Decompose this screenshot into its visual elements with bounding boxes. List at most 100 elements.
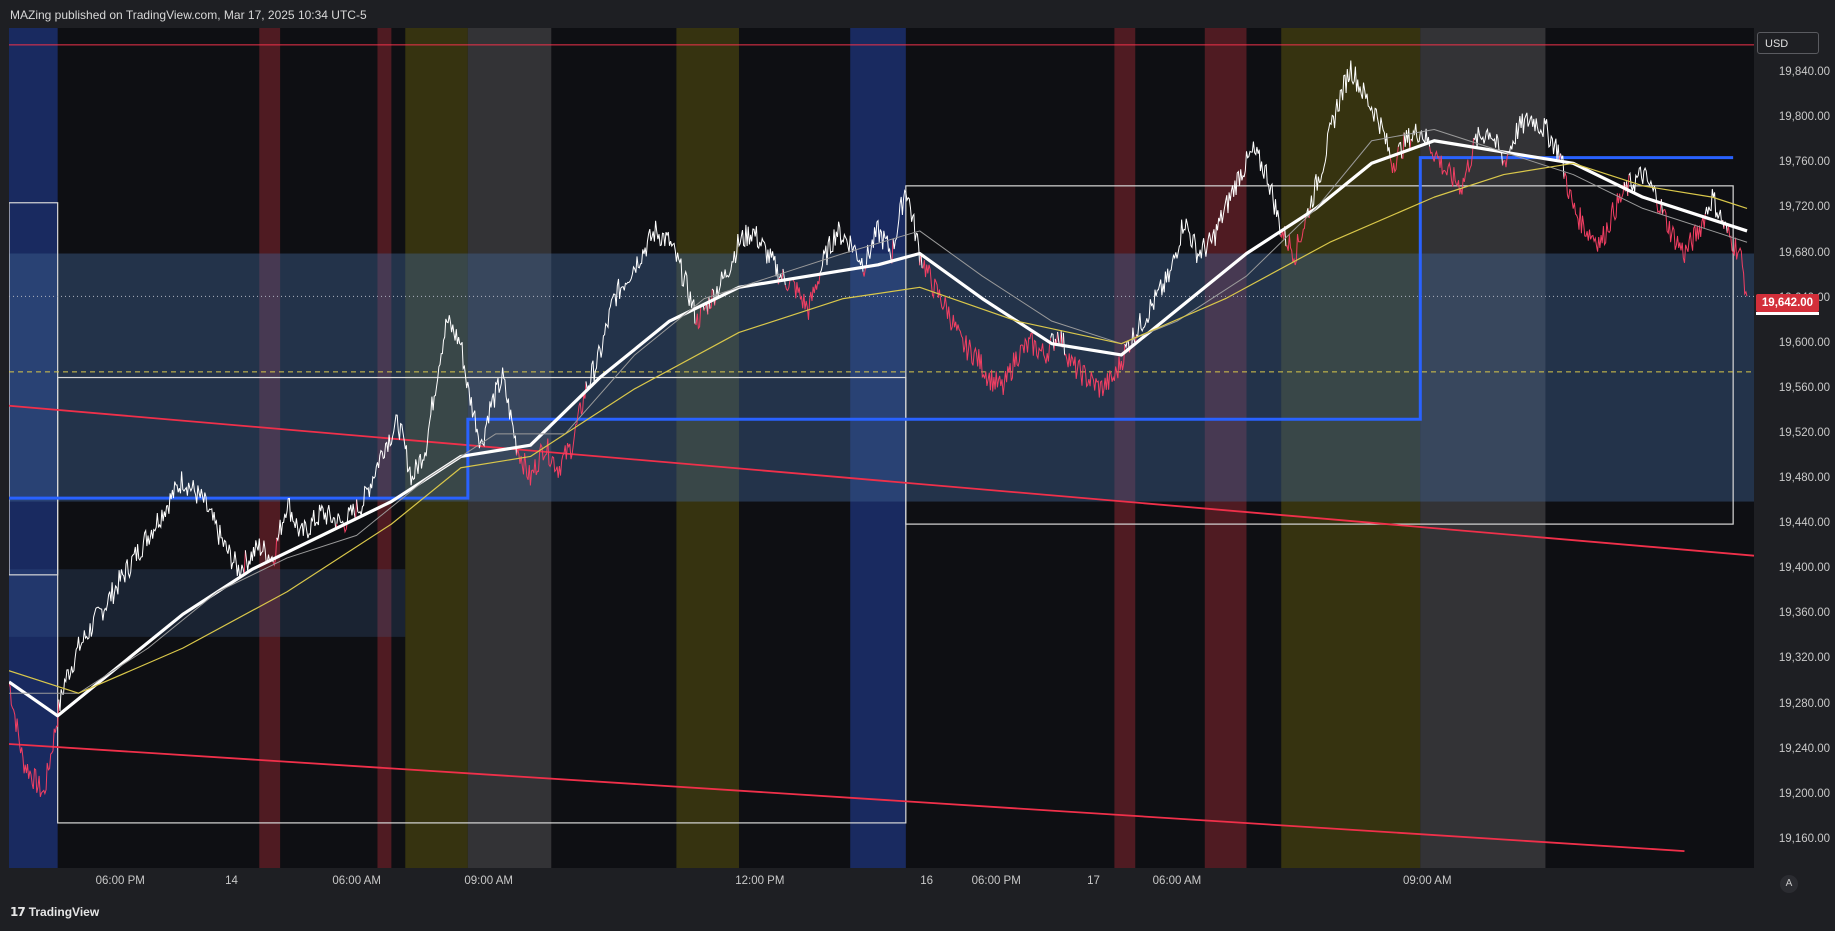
header-bar: MAZing published on TradingView.com, Mar…	[0, 0, 1835, 28]
price-segment-16	[516, 381, 587, 486]
session-band-blue-6	[850, 28, 906, 868]
price-segment-9	[276, 497, 337, 542]
tradingview-logo[interactable]: 𝟭𝟳 TradingView	[10, 905, 99, 919]
price-segment-12	[343, 522, 348, 534]
price-segment-37	[892, 189, 921, 266]
price-segment-17	[585, 220, 696, 391]
price-tick-label: 19,320.00	[1778, 652, 1830, 665]
price-segment-36	[891, 238, 894, 264]
session-band-red-2	[377, 28, 392, 868]
range-box-1	[57, 376, 907, 824]
price-tick-label: 19,720.00	[1778, 201, 1830, 214]
time-axis[interactable]: 06:00 PM 14 06:00 AM 09:00 AM 12:00 PM 16 06:0…	[9, 868, 1754, 896]
price-tick-label: 19,680.00	[1778, 246, 1830, 259]
price-segment-72	[1502, 151, 1509, 168]
time-tick-label: 09:00 AM	[464, 875, 513, 887]
price-segment-61	[1309, 60, 1391, 209]
price-segment-40	[922, 260, 1052, 396]
value-area-1	[9, 569, 406, 637]
time-tick-label: 16	[920, 875, 934, 887]
price-segment-83	[1660, 199, 1663, 215]
tradingview-brand: TradingView	[28, 905, 100, 919]
price-tick-label: 19,200.00	[1778, 787, 1830, 800]
price-segment-80	[1627, 175, 1630, 197]
price-segment-75	[1560, 153, 1565, 179]
price-segment-8	[272, 537, 278, 567]
currency-selector[interactable]: USD	[1757, 32, 1819, 54]
price-segment-68	[1429, 138, 1475, 195]
session-band-red-8	[1204, 28, 1247, 868]
publisher-text: MAZing published on TradingView.com, Mar…	[10, 8, 367, 22]
price-segment-84	[1662, 208, 1706, 264]
price-segment-82	[1656, 199, 1662, 214]
price-segment-13	[346, 503, 356, 523]
last-price-underline	[1756, 312, 1819, 315]
price-tick-label: 19,400.00	[1778, 562, 1830, 575]
moving-average-slow	[9, 128, 1748, 694]
moving-average-long	[9, 162, 1748, 694]
price-tick-label: 19,160.00	[1778, 832, 1830, 845]
price-tick-label: 19,360.00	[1778, 607, 1830, 620]
price-tick-label: 19,440.00	[1778, 517, 1830, 530]
price-segment-65	[1403, 128, 1411, 151]
price-tick-label: 19,600.00	[1778, 336, 1830, 349]
footer-bar	[0, 896, 1835, 931]
time-tick-label: 17	[1087, 875, 1100, 887]
last-price-label: 19,642.00	[1756, 294, 1819, 312]
time-tick-label: 06:00 AM	[332, 875, 381, 887]
price-tick-label: 19,800.00	[1778, 111, 1830, 124]
price-segment-0	[9, 682, 60, 797]
price-segment-58	[1285, 213, 1308, 266]
price-tick-label: 19,560.00	[1778, 381, 1830, 394]
time-tick-label: 09:00 AM	[1402, 875, 1452, 887]
price-segment-81	[1628, 166, 1658, 203]
price-segment-27	[715, 224, 779, 299]
price-tick-label: 19,520.00	[1778, 426, 1830, 439]
price-axis[interactable]: 19,840.00 19,800.00 19,760.00 19,720.00 19,6…	[1754, 28, 1835, 868]
price-chart[interactable]	[9, 28, 1754, 868]
price-segment-3	[244, 538, 267, 571]
price-segment-55	[1135, 141, 1281, 338]
price-tick-label: 19,280.00	[1778, 697, 1830, 710]
price-segment-15	[356, 315, 517, 516]
trendline-upper-channel	[9, 404, 1754, 557]
price-tick-label: 19,480.00	[1778, 472, 1830, 484]
time-tick-label: 12:00 PM	[735, 875, 785, 887]
price-segment-71	[1500, 150, 1504, 166]
session-band-olive-9	[1281, 28, 1421, 868]
session-band-olive-3	[405, 28, 468, 868]
session-band-red-1	[259, 28, 281, 868]
time-tick-label: 06:00 PM	[95, 875, 145, 887]
range-box-2	[905, 185, 1734, 525]
session-band-gray-10	[1420, 28, 1546, 868]
price-tick-label: 19,240.00	[1778, 742, 1830, 755]
price-segment-11	[336, 513, 345, 526]
price-segment-76	[1563, 172, 1625, 252]
price-segment-5	[266, 554, 271, 562]
moving-average-fast	[9, 139, 1748, 718]
session-band-blue-0	[9, 28, 58, 868]
price-segment-69	[1473, 126, 1500, 152]
time-tick-label: 06:00 PM	[971, 875, 1021, 887]
price-segment-14	[355, 499, 358, 521]
price-segment-2	[243, 550, 246, 575]
time-tick-label: 14	[225, 875, 238, 887]
level-step-line	[9, 156, 1734, 500]
price-tick-label: 19,840.00	[1778, 66, 1830, 79]
price-segment-24	[709, 288, 713, 310]
price-segment-62	[1389, 146, 1399, 174]
price-segment-49	[1062, 332, 1066, 356]
auto-scale-button[interactable]: A	[1780, 875, 1798, 893]
tradingview-logo-icon: 𝟭𝟳	[10, 905, 26, 919]
price-segment-63	[1397, 141, 1403, 159]
chart-pane[interactable]	[9, 28, 1754, 868]
price-segment-35	[865, 219, 893, 265]
price-segment-31	[782, 268, 786, 286]
session-band-red-7	[1114, 28, 1136, 868]
time-tick-label: 06:00 AM	[1152, 875, 1202, 887]
price-segment-1	[58, 471, 245, 712]
trendline-lower-channel	[9, 743, 1685, 852]
price-segment-73	[1508, 112, 1560, 162]
session-band-olive-5	[676, 28, 739, 868]
price-segment-64	[1401, 132, 1405, 159]
